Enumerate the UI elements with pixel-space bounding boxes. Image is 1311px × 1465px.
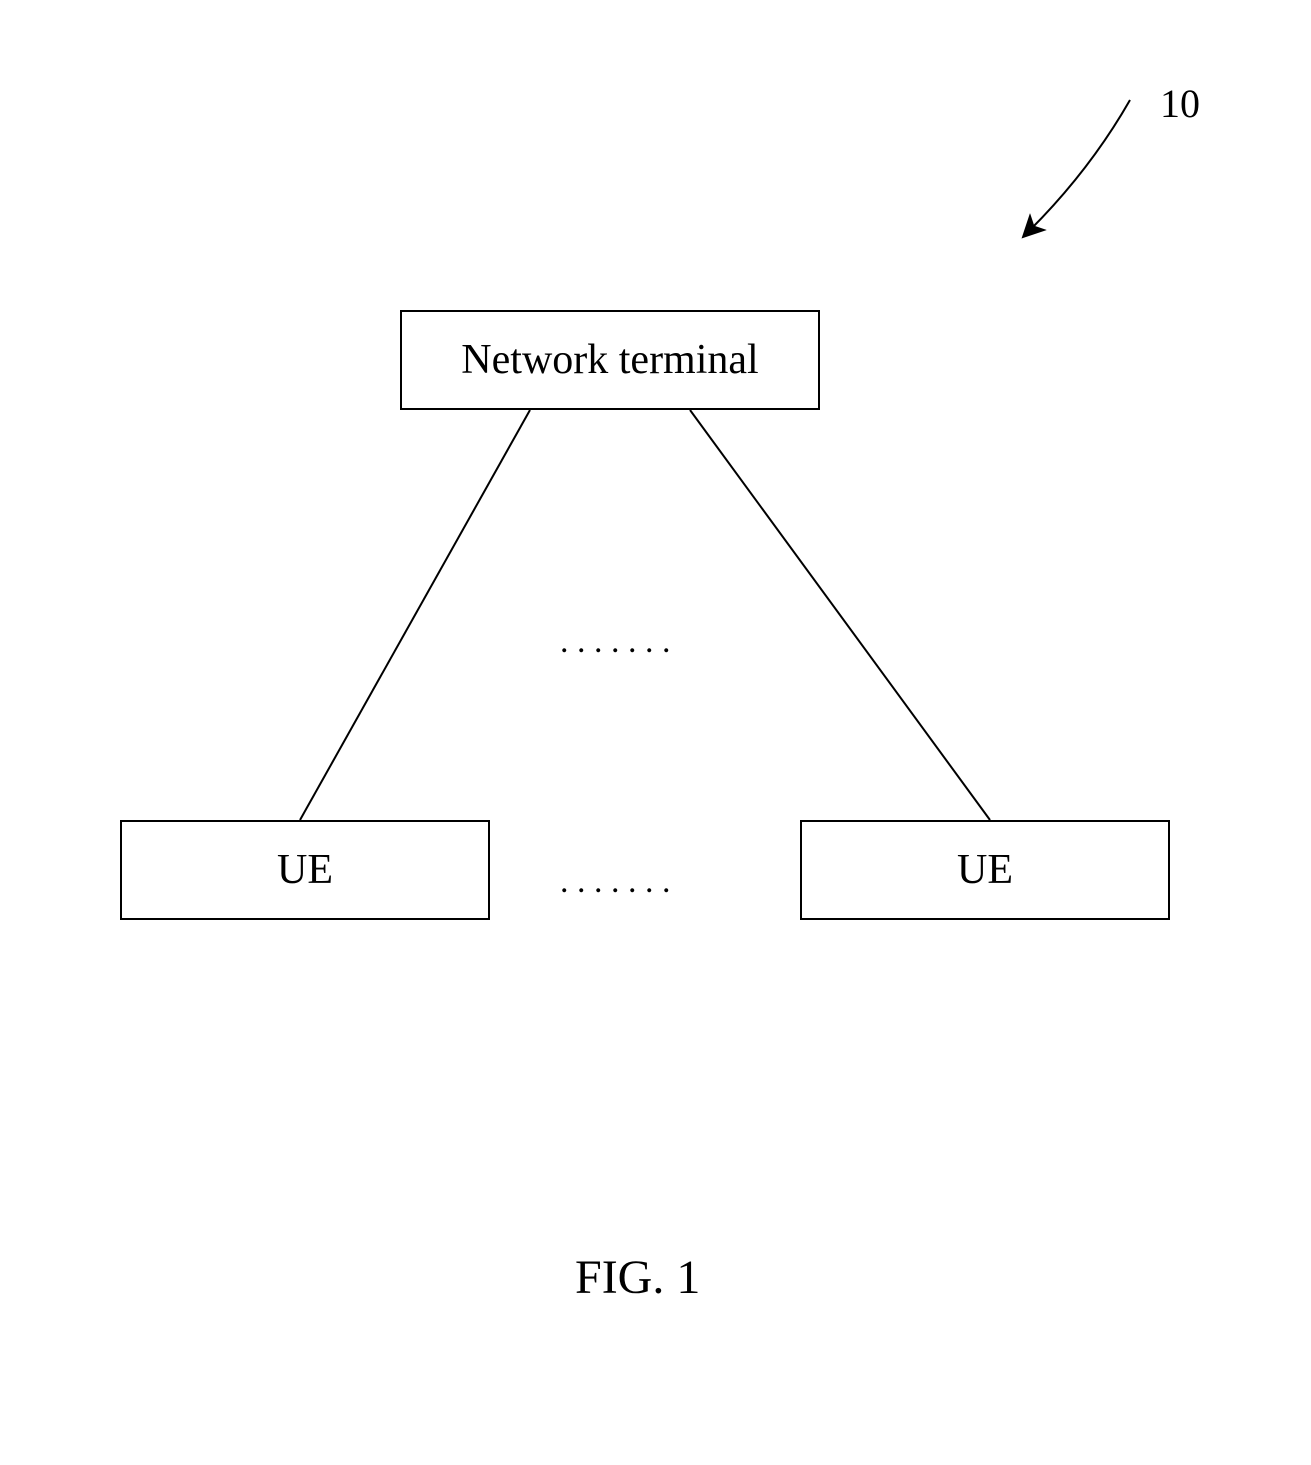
ellipsis-lower: . . . . . . . — [560, 863, 671, 901]
ue-left-label: UE — [277, 846, 333, 894]
figure-lines — [0, 0, 1311, 1465]
ue-left-node: UE — [120, 820, 490, 920]
figure-caption: FIG. 1 — [575, 1250, 700, 1305]
ue-right-node: UE — [800, 820, 1170, 920]
ellipsis-mid: . . . . . . . — [560, 623, 671, 661]
figure-canvas: 10 Network terminal UE UE . . . . . . . … — [0, 0, 1311, 1465]
figure-ref-label: 10 — [1160, 80, 1200, 127]
ref-arrow — [1030, 100, 1130, 230]
network-terminal-node: Network terminal — [400, 310, 820, 410]
ue-right-label: UE — [957, 846, 1013, 894]
edge-nt-ueright — [690, 410, 990, 820]
network-terminal-label: Network terminal — [461, 336, 758, 384]
edge-nt-ueleft — [300, 410, 530, 820]
